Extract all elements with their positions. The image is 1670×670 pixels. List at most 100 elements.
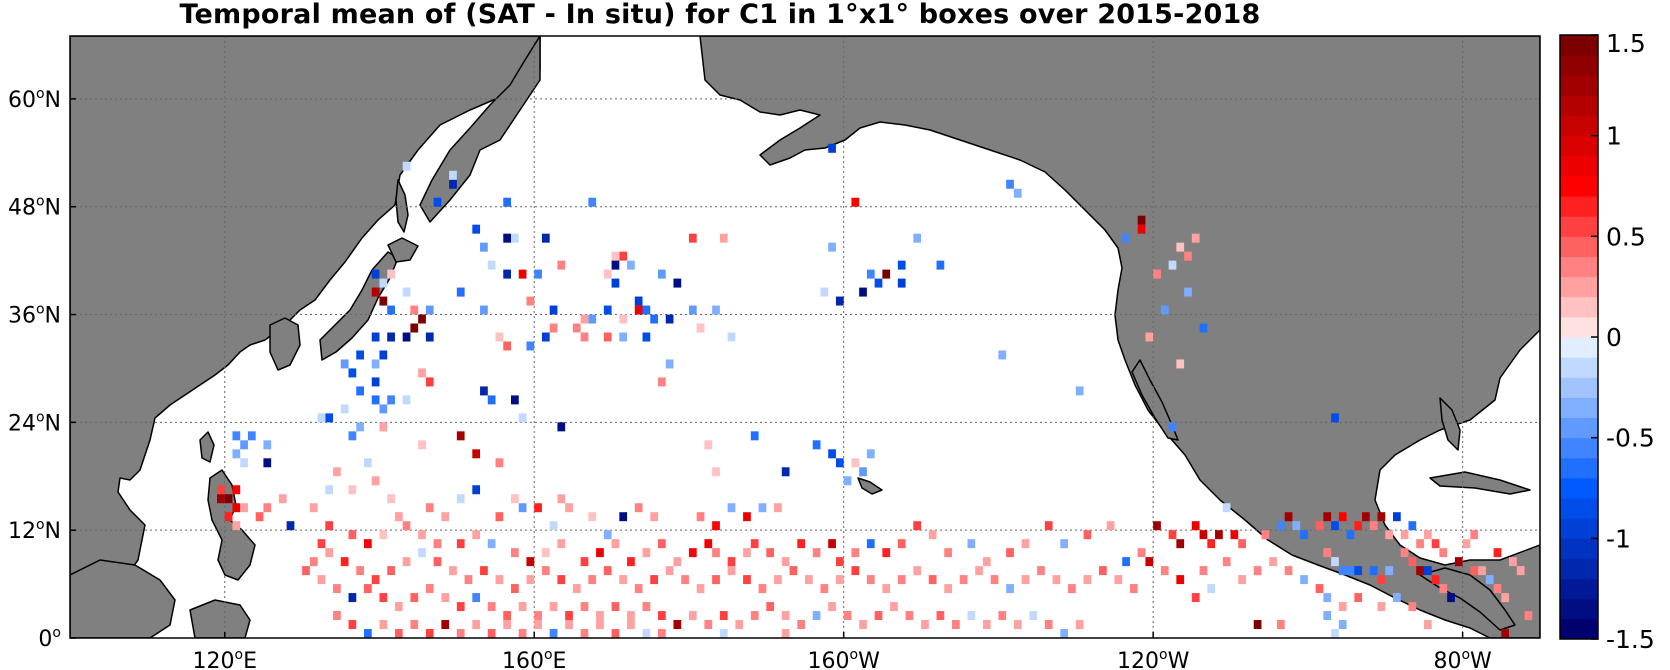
data-cell	[394, 629, 403, 638]
data-cell	[472, 224, 481, 234]
data-cell	[364, 539, 372, 549]
data-cell	[425, 332, 434, 342]
data-cell	[364, 629, 372, 638]
data-cell	[526, 341, 535, 351]
data-cell	[224, 512, 233, 522]
data-cell	[387, 305, 395, 315]
colorbar-level	[1560, 337, 1598, 358]
data-cell	[1470, 566, 1479, 576]
data-cell	[1145, 557, 1154, 567]
data-cell	[534, 620, 542, 630]
data-cell	[866, 269, 875, 279]
y-tick-label: 48oN	[8, 194, 61, 221]
taiwan-island	[199, 431, 215, 463]
data-cell	[1191, 593, 1200, 603]
data-cell	[843, 476, 852, 486]
data-cell	[348, 368, 357, 378]
data-cell	[835, 296, 844, 306]
data-cell	[673, 278, 682, 288]
data-cell	[944, 548, 952, 558]
data-cell	[309, 503, 318, 513]
data-cell	[603, 305, 612, 315]
data-cell	[480, 566, 488, 576]
data-cell	[851, 197, 860, 207]
data-cell	[611, 251, 620, 261]
data-cell	[1276, 521, 1285, 531]
data-cell	[364, 584, 372, 594]
data-cell	[673, 557, 682, 567]
y-tick-label: 24oN	[8, 409, 61, 436]
data-cell	[480, 305, 488, 315]
data-cell	[1253, 620, 1262, 630]
data-cell	[348, 485, 357, 495]
data-cell	[549, 521, 558, 531]
colorbar-tick-label: 0.5	[1606, 222, 1646, 251]
data-cell	[224, 494, 233, 504]
data-cell	[472, 530, 481, 540]
data-cell	[975, 566, 983, 576]
data-cell	[418, 548, 426, 558]
data-cell	[348, 593, 357, 603]
data-cell	[1462, 539, 1471, 549]
data-cell	[642, 548, 651, 558]
data-cell	[371, 287, 380, 297]
data-cell	[596, 620, 604, 630]
colorbar-level	[1560, 55, 1598, 76]
data-cell	[998, 350, 1007, 360]
data-cell	[1099, 566, 1107, 576]
data-cell	[217, 494, 225, 504]
data-cell	[897, 278, 906, 288]
x-tick-label: 160oE	[502, 647, 566, 670]
data-cell	[1068, 584, 1076, 594]
data-cell	[518, 602, 527, 612]
data-cell	[1176, 359, 1185, 369]
data-cell	[1516, 566, 1525, 576]
data-cell	[619, 575, 628, 585]
data-cell	[217, 485, 225, 495]
data-cell	[333, 467, 341, 477]
data-cell	[781, 557, 790, 567]
data-cell	[557, 422, 566, 432]
data-cell	[1153, 269, 1161, 279]
data-cell	[379, 620, 388, 630]
data-cell	[580, 602, 589, 612]
data-cell	[580, 332, 589, 342]
data-cell	[503, 341, 511, 351]
data-cell	[998, 611, 1007, 621]
data-cell	[1331, 413, 1339, 423]
data-cell	[1331, 557, 1339, 567]
cuba-island	[1429, 471, 1531, 495]
data-cell	[874, 611, 883, 621]
data-cell	[340, 359, 349, 369]
data-cell	[1199, 530, 1208, 540]
data-cell	[356, 350, 364, 360]
data-cell	[1013, 620, 1022, 630]
data-cell	[1354, 566, 1363, 576]
data-cell	[557, 260, 566, 270]
data-cell	[719, 233, 728, 243]
data-cell	[1215, 530, 1223, 540]
data-cell	[1416, 539, 1424, 549]
data-cell	[1122, 233, 1130, 243]
data-cell	[1354, 521, 1363, 531]
data-cell	[1052, 575, 1061, 585]
data-cell	[487, 395, 496, 405]
data-cell	[1423, 620, 1432, 630]
data-cell	[719, 629, 728, 638]
colorbar-tick-label: 1.5	[1606, 29, 1646, 58]
data-cell	[1207, 539, 1216, 549]
data-cell	[727, 503, 736, 513]
data-cell	[1338, 566, 1347, 576]
data-cell	[642, 629, 651, 638]
data-cell	[240, 458, 248, 468]
data-cell	[913, 521, 922, 531]
data-cell	[240, 503, 248, 513]
data-cell	[1493, 584, 1502, 594]
data-cell	[712, 548, 720, 558]
data-cell	[1393, 512, 1401, 522]
data-cell	[1323, 548, 1332, 558]
data-cell	[1346, 566, 1355, 576]
colorbar-tick-label: 0	[1606, 323, 1622, 352]
data-cell	[580, 314, 589, 324]
data-cell	[449, 170, 457, 180]
